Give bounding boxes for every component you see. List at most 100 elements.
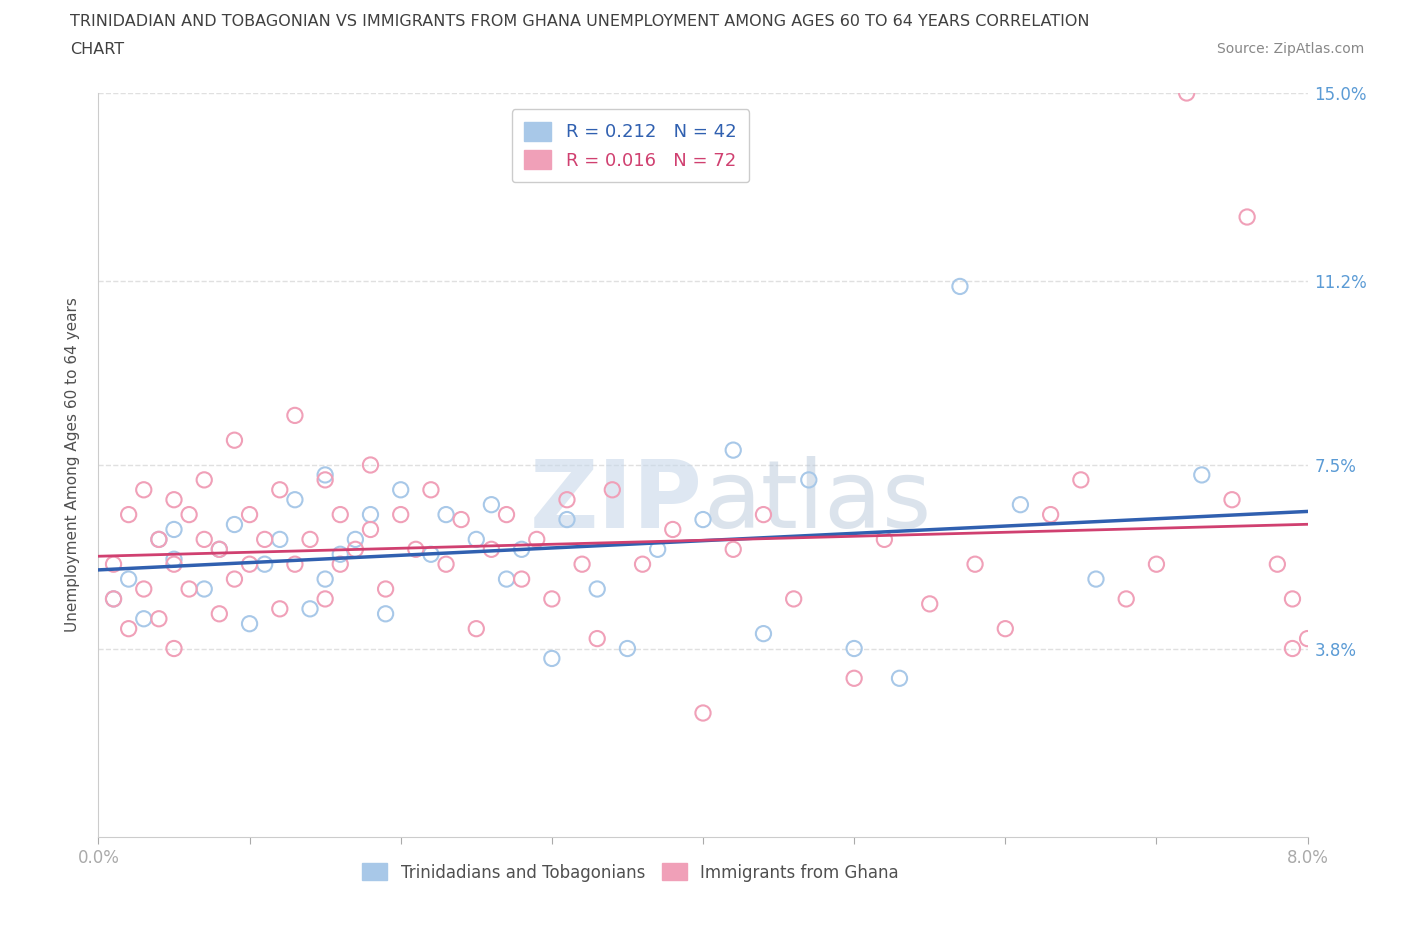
Point <box>434 507 457 522</box>
Point <box>148 532 170 547</box>
Point <box>269 483 291 498</box>
Point <box>314 468 336 483</box>
Point <box>299 532 322 547</box>
Point <box>1281 591 1303 606</box>
Point <box>208 542 231 557</box>
Point <box>1039 507 1062 522</box>
Point <box>374 581 396 596</box>
Point <box>1296 631 1319 646</box>
Point <box>284 492 307 507</box>
Text: atlas: atlas <box>703 457 931 548</box>
Point <box>1191 468 1213 483</box>
Text: CHART: CHART <box>70 42 124 57</box>
Point <box>510 572 533 587</box>
Text: Source: ZipAtlas.com: Source: ZipAtlas.com <box>1216 42 1364 56</box>
Point <box>797 472 820 487</box>
Point <box>314 572 336 587</box>
Point <box>1070 472 1092 487</box>
Point <box>752 507 775 522</box>
Point <box>208 542 231 557</box>
Point <box>163 551 186 566</box>
Point <box>844 671 866 685</box>
Point <box>224 517 246 532</box>
Point <box>344 532 367 547</box>
Point <box>1115 591 1137 606</box>
Point <box>299 602 322 617</box>
Point <box>284 408 307 423</box>
Point <box>163 557 186 572</box>
Point <box>103 557 125 572</box>
Point <box>253 557 276 572</box>
Point <box>465 532 488 547</box>
Point <box>224 572 246 587</box>
Point <box>1085 572 1108 587</box>
Point <box>239 617 262 631</box>
Point <box>450 512 472 527</box>
Point <box>571 557 593 572</box>
Point <box>495 572 517 587</box>
Point <box>179 581 201 596</box>
Point <box>526 532 548 547</box>
Point <box>148 532 170 547</box>
Point <box>783 591 806 606</box>
Point <box>1010 498 1032 512</box>
Point <box>360 458 382 472</box>
Point <box>103 591 125 606</box>
Point <box>329 547 352 562</box>
Point <box>224 432 246 447</box>
Point <box>148 611 170 626</box>
Point <box>481 542 503 557</box>
Point <box>329 507 352 522</box>
Point <box>314 472 336 487</box>
Point <box>465 621 488 636</box>
Point <box>949 279 972 294</box>
Point <box>994 621 1017 636</box>
Point <box>1236 209 1258 224</box>
Point <box>360 522 382 537</box>
Point <box>420 547 443 562</box>
Point <box>389 507 412 522</box>
Point <box>118 572 141 587</box>
Point <box>389 483 412 498</box>
Point <box>1175 86 1198 100</box>
Point <box>163 522 186 537</box>
Text: ZIP: ZIP <box>530 457 703 548</box>
Point <box>1220 492 1243 507</box>
Point <box>253 532 276 547</box>
Point <box>239 557 262 572</box>
Point <box>540 591 562 606</box>
Point <box>374 606 396 621</box>
Point <box>239 507 262 522</box>
Legend: Trinidadians and Tobagonians, Immigrants from Ghana: Trinidadians and Tobagonians, Immigrants… <box>356 857 905 888</box>
Point <box>193 581 215 596</box>
Point <box>344 542 367 557</box>
Point <box>586 581 609 596</box>
Point <box>118 507 141 522</box>
Point <box>284 557 307 572</box>
Point <box>723 443 745 458</box>
Point <box>602 483 624 498</box>
Point <box>692 512 714 527</box>
Point <box>193 472 215 487</box>
Point <box>314 591 336 606</box>
Point <box>555 512 578 527</box>
Point <box>1267 557 1289 572</box>
Point <box>434 557 457 572</box>
Point <box>965 557 987 572</box>
Point <box>631 557 654 572</box>
Point <box>132 611 155 626</box>
Point <box>889 671 911 685</box>
Point <box>118 621 141 636</box>
Point <box>132 483 155 498</box>
Point <box>103 591 125 606</box>
Point <box>540 651 562 666</box>
Point <box>163 492 186 507</box>
Point <box>918 596 941 611</box>
Point <box>723 542 745 557</box>
Point <box>1281 641 1303 656</box>
Point <box>481 498 503 512</box>
Point <box>752 626 775 641</box>
Point <box>163 641 186 656</box>
Point <box>873 532 896 547</box>
Point <box>586 631 609 646</box>
